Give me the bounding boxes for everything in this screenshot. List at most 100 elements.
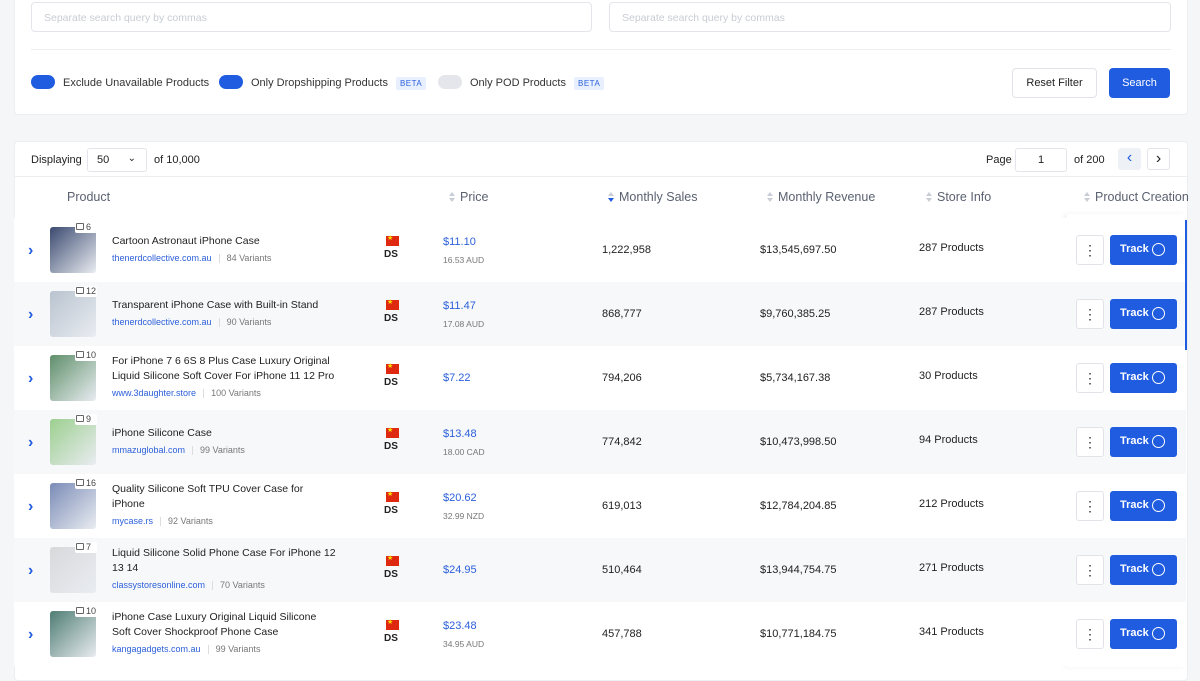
expand-arrow[interactable]: ›	[28, 626, 34, 643]
variant-count: 99 Variants	[215, 644, 261, 654]
track-button[interactable]: Track	[1110, 491, 1177, 521]
image-count: 10	[86, 606, 97, 616]
track-icon	[1152, 627, 1165, 640]
store-link[interactable]: mycase.rs	[112, 516, 154, 526]
column-header[interactable]: Price	[460, 190, 489, 204]
page-size-select[interactable]: 50 ⌄	[87, 148, 147, 172]
track-button[interactable]: Track	[1110, 235, 1177, 265]
sort-icon[interactable]	[767, 191, 773, 203]
toggle[interactable]	[438, 75, 462, 89]
toggle[interactable]	[31, 75, 55, 89]
expand-arrow[interactable]: ›	[28, 370, 34, 387]
toggle-label: Only POD Products	[470, 77, 566, 89]
image-count: 12	[86, 286, 97, 296]
ds-badge: DS	[384, 377, 398, 388]
chevron: ⌄	[127, 153, 136, 164]
more-button[interactable]: ⋮	[1076, 619, 1104, 649]
track-button[interactable]: Track	[1110, 555, 1177, 585]
store-link[interactable]: mmazuglobal.com	[112, 445, 186, 455]
monthly-revenue: $13,545,697.50	[760, 244, 837, 256]
monthly-revenue: $12,784,204.85	[760, 500, 837, 512]
product-title[interactable]: Transparent iPhone Case with Built-in St…	[112, 299, 319, 311]
local-price: 32.99 NZD	[443, 511, 485, 521]
product-title[interactable]: Liquid Silicone Solid Phone Case For iPh…	[112, 547, 336, 559]
track-button[interactable]: Track	[1110, 427, 1177, 457]
store-info: 341 Products	[919, 626, 984, 638]
store-link[interactable]: thenerdcollective.com.au	[112, 317, 212, 327]
variant-count: 90 Variants	[226, 317, 272, 327]
track-button[interactable]: Track	[1110, 299, 1177, 329]
next-page[interactable]: ›	[1147, 148, 1170, 170]
store-info: 94 Products	[919, 434, 978, 446]
product-title[interactable]: iPhone	[112, 498, 145, 510]
store-info: 212 Products	[919, 498, 984, 510]
variant-divider	[203, 389, 205, 398]
reset-button[interactable]: Reset Filter	[1012, 68, 1097, 98]
product-thumbnail[interactable]	[50, 355, 96, 401]
flag-icon	[386, 364, 399, 374]
expand-arrow[interactable]: ›	[28, 242, 34, 259]
image-count: 9	[86, 414, 92, 424]
column-header[interactable]: Store Info	[937, 190, 992, 204]
product-title[interactable]: Liquid Silicone Soft Cover For iPhone 11…	[112, 370, 335, 382]
product-thumbnail[interactable]	[50, 547, 96, 593]
toggle[interactable]	[219, 75, 243, 89]
image-count: 16	[86, 478, 97, 488]
expand-arrow[interactable]: ›	[28, 562, 34, 579]
store-link[interactable]: kangagadgets.com.au	[112, 644, 201, 654]
variant-divider	[160, 517, 162, 526]
product-title[interactable]: iPhone Silicone Case	[112, 427, 212, 439]
monthly-sales: 1,222,958	[602, 244, 651, 256]
image-count-badge	[75, 286, 97, 297]
product-title[interactable]: 13 14	[112, 562, 139, 574]
product-thumbnail[interactable]	[50, 611, 96, 657]
product-title[interactable]: For iPhone 7 6 6S 8 Plus Case Luxury Ori…	[112, 355, 330, 367]
sort-icon[interactable]	[449, 191, 455, 203]
more-button[interactable]: ⋮	[1076, 555, 1104, 585]
column-header[interactable]: Monthly Sales	[619, 190, 698, 204]
more-button[interactable]: ⋮	[1076, 235, 1104, 265]
expand-arrow[interactable]: ›	[28, 306, 34, 323]
sort-icon[interactable]	[608, 191, 614, 203]
monthly-sales: 457,788	[602, 628, 642, 640]
search-input[interactable]: Separate search query by commas	[31, 2, 592, 32]
sort-icon[interactable]	[926, 191, 932, 203]
ds-badge: DS	[384, 249, 398, 260]
track-icon	[1152, 307, 1165, 320]
product-title[interactable]: Cartoon Astronaut iPhone Case	[112, 235, 260, 247]
image-icon	[76, 607, 84, 614]
search-input[interactable]: Separate search query by commas	[609, 2, 1171, 32]
store-link[interactable]: www.3daughter.store	[112, 388, 197, 398]
expand-arrow[interactable]: ›	[28, 434, 34, 451]
prev-page[interactable]: ‹	[1118, 148, 1141, 170]
more-button[interactable]: ⋮	[1076, 363, 1104, 393]
column-header[interactable]: Monthly Revenue	[778, 190, 876, 204]
track-button[interactable]: Track	[1110, 363, 1177, 393]
product-thumbnail[interactable]	[50, 419, 96, 465]
product-thumbnail[interactable]	[50, 483, 96, 529]
local-price: 17.08 AUD	[443, 319, 485, 329]
product-thumbnail[interactable]	[50, 291, 96, 337]
store-link[interactable]: thenerdcollective.com.au	[112, 253, 212, 263]
column-header[interactable]: Product Creation	[1095, 190, 1189, 204]
price: $7.22	[443, 372, 471, 384]
table-row	[14, 346, 1067, 410]
page-input[interactable]: 1	[1015, 148, 1067, 172]
product-thumbnail[interactable]	[50, 227, 96, 273]
more-button[interactable]: ⋮	[1076, 299, 1104, 329]
more-button[interactable]: ⋮	[1076, 427, 1104, 457]
search-button[interactable]: Search	[1109, 68, 1170, 98]
local-price: 16.53 AUD	[443, 255, 485, 265]
product-title[interactable]: Soft Cover Shockproof Phone Case	[112, 626, 279, 638]
store-link[interactable]: classystoresonline.com	[112, 580, 206, 590]
track-button[interactable]: Track	[1110, 619, 1177, 649]
expand-arrow[interactable]: ›	[28, 498, 34, 515]
more-button[interactable]: ⋮	[1076, 491, 1104, 521]
product-title[interactable]: iPhone Case Luxury Original Liquid Silic…	[112, 611, 317, 623]
variant-count: 100 Variants	[211, 388, 261, 398]
sort-icon[interactable]	[1084, 191, 1090, 203]
ds-badge: DS	[384, 505, 398, 516]
image-icon	[76, 351, 84, 358]
image-icon	[76, 479, 84, 486]
product-title[interactable]: Quality Silicone Soft TPU Cover Case for	[112, 483, 304, 495]
